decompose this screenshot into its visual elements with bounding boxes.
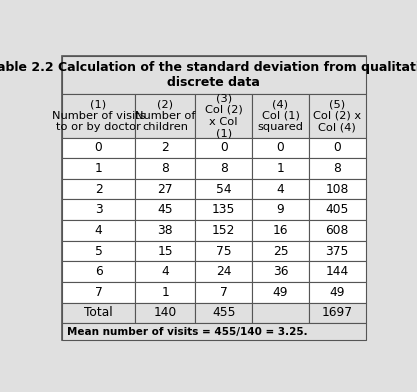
Bar (252, 241, 309, 261)
Text: Table 2.2 Calculation of the standard deviation from qualitative
discrete data: Table 2.2 Calculation of the standard de… (0, 61, 417, 89)
Bar (62, 179, 135, 200)
Bar (135, 200, 195, 220)
Bar (195, 220, 252, 241)
Text: Total: Total (84, 307, 113, 319)
Bar (62, 303, 135, 323)
Bar (195, 261, 252, 282)
Bar (62, 282, 135, 303)
Text: 15: 15 (158, 245, 173, 258)
Text: 36: 36 (273, 265, 288, 278)
Bar (195, 158, 252, 179)
Text: 8: 8 (333, 162, 341, 175)
Bar (195, 241, 252, 261)
Bar (309, 261, 366, 282)
Bar (135, 158, 195, 179)
Bar (309, 303, 366, 323)
Bar (195, 94, 252, 138)
Text: 7: 7 (95, 286, 103, 299)
Text: 5: 5 (95, 245, 103, 258)
Text: 455: 455 (212, 307, 236, 319)
Text: 2: 2 (95, 183, 103, 196)
Bar (309, 200, 366, 220)
Text: 24: 24 (216, 265, 231, 278)
Text: 7: 7 (220, 286, 228, 299)
Bar (252, 261, 309, 282)
Text: 144: 144 (326, 265, 349, 278)
Text: (3)
Col (2)
x Col
(1): (3) Col (2) x Col (1) (205, 93, 243, 138)
Text: 375: 375 (326, 245, 349, 258)
Bar (252, 303, 309, 323)
Text: (5)
Col (2) x
Col (4): (5) Col (2) x Col (4) (313, 99, 361, 132)
Bar (135, 282, 195, 303)
Text: 0: 0 (276, 142, 284, 154)
Text: 75: 75 (216, 245, 231, 258)
Text: 0: 0 (333, 142, 341, 154)
Text: 25: 25 (273, 245, 288, 258)
Text: 8: 8 (220, 162, 228, 175)
Text: 54: 54 (216, 183, 231, 196)
Bar (62, 323, 366, 340)
Text: 45: 45 (158, 203, 173, 216)
Text: 135: 135 (212, 203, 236, 216)
Bar (309, 94, 366, 138)
Text: 8: 8 (161, 162, 169, 175)
Text: 9: 9 (276, 203, 284, 216)
Text: 405: 405 (326, 203, 349, 216)
Text: 0: 0 (95, 142, 103, 154)
Bar (135, 241, 195, 261)
Bar (195, 138, 252, 158)
Text: 4: 4 (161, 265, 169, 278)
Bar (195, 282, 252, 303)
Bar (309, 282, 366, 303)
Bar (62, 200, 135, 220)
Text: 140: 140 (154, 307, 177, 319)
Text: 4: 4 (95, 224, 103, 237)
Bar (252, 220, 309, 241)
Bar (62, 220, 135, 241)
Bar (309, 220, 366, 241)
Bar (195, 179, 252, 200)
Bar (135, 303, 195, 323)
Bar (135, 220, 195, 241)
Bar (309, 179, 366, 200)
Text: 6: 6 (95, 265, 103, 278)
Text: (1)
Number of visits
to or by doctor: (1) Number of visits to or by doctor (52, 99, 146, 132)
Bar (252, 200, 309, 220)
Text: 1: 1 (95, 162, 103, 175)
Text: 27: 27 (158, 183, 173, 196)
Bar (62, 56, 366, 94)
Bar (195, 200, 252, 220)
Bar (62, 261, 135, 282)
Bar (135, 261, 195, 282)
Bar (309, 241, 366, 261)
Text: Mean number of visits = 455/140 = 3.25.: Mean number of visits = 455/140 = 3.25. (67, 327, 307, 336)
Text: 108: 108 (326, 183, 349, 196)
Bar (195, 303, 252, 323)
Text: 1: 1 (276, 162, 284, 175)
Bar (62, 158, 135, 179)
Text: 2: 2 (161, 142, 169, 154)
Bar (252, 94, 309, 138)
Bar (252, 158, 309, 179)
Text: (4)
Col (1)
squared: (4) Col (1) squared (257, 99, 304, 132)
Bar (252, 179, 309, 200)
Bar (309, 138, 366, 158)
Bar (62, 138, 135, 158)
Text: 38: 38 (158, 224, 173, 237)
Text: 16: 16 (273, 224, 288, 237)
Text: 4: 4 (276, 183, 284, 196)
Bar (252, 282, 309, 303)
Bar (135, 138, 195, 158)
Text: 49: 49 (329, 286, 345, 299)
Bar (62, 94, 135, 138)
Bar (252, 138, 309, 158)
Text: 1: 1 (161, 286, 169, 299)
Bar (309, 158, 366, 179)
Bar (62, 241, 135, 261)
Text: 49: 49 (273, 286, 288, 299)
Text: (2)
Number of
children: (2) Number of children (135, 99, 196, 132)
Bar (135, 94, 195, 138)
Text: 152: 152 (212, 224, 236, 237)
Text: 3: 3 (95, 203, 103, 216)
Text: 1697: 1697 (322, 307, 353, 319)
